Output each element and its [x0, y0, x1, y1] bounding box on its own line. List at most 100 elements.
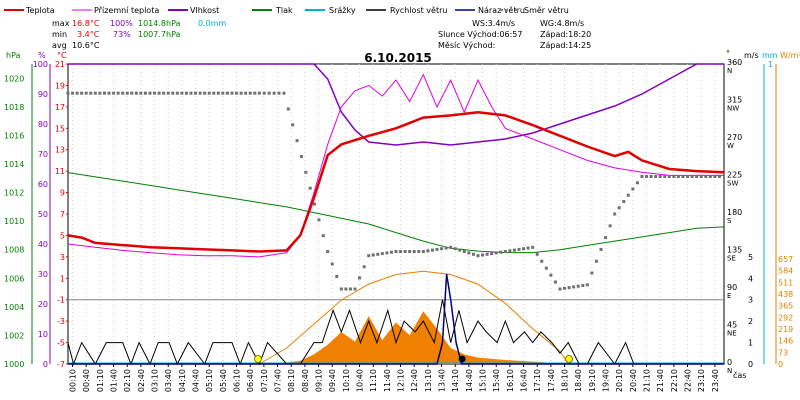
- time-tick-label: 16:10: [506, 369, 515, 392]
- dir-tick-label: N: [727, 367, 732, 375]
- legend-label-vlhkost: Vlhkost: [190, 6, 219, 15]
- time-tick-label: 02:40: [137, 369, 146, 392]
- dir-tick-label: 360: [727, 58, 742, 67]
- wind-direction-marker: [490, 252, 494, 256]
- time-tick-label: 23:10: [697, 369, 706, 392]
- wind-direction-marker: [549, 273, 553, 277]
- series-vlhkost: [68, 63, 724, 146]
- wind-direction-marker: [453, 247, 457, 251]
- pct-tick-label: 30: [38, 270, 48, 279]
- time-tick-label: 15:40: [492, 369, 501, 392]
- legend-label-prizemni-teplota: Přízemní teplota: [94, 6, 159, 15]
- ms-tick-label: 1: [748, 339, 753, 348]
- wind-direction-marker: [367, 254, 371, 258]
- time-tick-label: 21:10: [643, 369, 652, 392]
- stat-min-label: min: [52, 30, 67, 39]
- ms-tick-label: 5: [748, 253, 753, 262]
- wind-direction-marker: [299, 155, 303, 158]
- stat-avg-label: avg: [52, 41, 67, 50]
- legend-label-tlak: Tlak: [275, 6, 293, 15]
- time-tick-label: 15:10: [479, 369, 488, 392]
- temp-tick-label: 11: [55, 167, 65, 176]
- wind-direction-marker: [558, 287, 562, 291]
- temp-tick-label: 15: [55, 124, 65, 133]
- time-tick-label: 04:10: [178, 369, 187, 392]
- wind-direction-marker: [358, 276, 362, 280]
- info-block: WS:3.4m/s WG:4.8m/s Slunce Východ:06:57 …: [438, 19, 591, 50]
- time-tick-label: 19:40: [602, 369, 611, 392]
- dir-tick-label: SE: [727, 255, 736, 263]
- wind-direction-marker: [663, 175, 667, 178]
- time-tick-label: 18:10: [561, 369, 570, 392]
- temp-tick-label: 9: [60, 189, 65, 198]
- hpa-tick-label: 1012: [4, 189, 24, 198]
- time-tick-label: 20:40: [629, 369, 638, 392]
- wind-direction-marker: [344, 287, 348, 291]
- temp-tick-label: -3: [57, 317, 65, 326]
- wind-direction-marker: [330, 262, 334, 266]
- pct-tick-label: 100: [33, 60, 48, 69]
- solar-tick-label: 365: [778, 302, 793, 311]
- grid-layer: [68, 64, 724, 364]
- solar-tick-label: 657: [778, 255, 793, 264]
- wind-direction-marker: [699, 175, 703, 178]
- solar-tick-label: 511: [778, 278, 793, 287]
- wind-direction-marker: [494, 251, 498, 255]
- stat-max-hum: 100%: [110, 19, 133, 28]
- time-tick-label: 11:10: [369, 369, 378, 392]
- wind-direction-marker: [471, 252, 475, 256]
- axis-unit-deg: °: [726, 49, 730, 58]
- info-ws: WS:3.4m/s: [472, 19, 515, 28]
- solar-tick-label: 219: [778, 325, 793, 334]
- stat-min-hum: 73%: [113, 30, 131, 39]
- wind-direction-marker: [467, 251, 471, 255]
- wind-direction-marker: [672, 175, 676, 178]
- wind-direction-marker: [535, 252, 539, 256]
- wind-direction-marker: [412, 250, 416, 253]
- wind-direction-marker: [481, 253, 485, 257]
- wind-direction-marker: [426, 249, 430, 253]
- temp-tick-label: 3: [60, 253, 65, 262]
- legend-label-smer-vetru: Směr větru: [524, 6, 569, 15]
- series-layer: [67, 63, 725, 366]
- dir-tick-label: NE: [727, 330, 737, 338]
- wind-direction-marker: [449, 245, 453, 249]
- dir-tick-label: 135: [727, 246, 742, 255]
- hpa-tick-label: 1014: [4, 160, 24, 169]
- temp-tick-label: 7: [60, 210, 65, 219]
- time-tick-label: 04:40: [192, 369, 201, 392]
- wind-direction-marker: [180, 91, 184, 95]
- pct-tick-label: 90: [38, 90, 48, 99]
- series-tlak: [67, 172, 725, 254]
- wind-direction-marker: [130, 91, 134, 95]
- time-tick-label: 18:40: [574, 369, 583, 392]
- time-tick-label: 08:10: [287, 369, 296, 392]
- wind-direction-marker: [581, 284, 585, 288]
- wind-direction-marker: [690, 175, 694, 178]
- wind-direction-marker: [166, 91, 170, 95]
- wind-direction-marker: [212, 91, 216, 95]
- wind-direction-marker: [80, 91, 84, 95]
- wind-direction-marker: [253, 91, 257, 95]
- wind-direction-marker: [408, 250, 412, 253]
- time-tick-label: 12:40: [410, 369, 419, 392]
- pct-tick-label: 0: [43, 360, 48, 369]
- mm-tick-label: 1: [768, 60, 773, 69]
- wind-direction-marker: [590, 271, 594, 275]
- stat-max-temp: 16.8°C: [72, 19, 100, 28]
- axis-unit-degc: °C: [57, 51, 67, 60]
- ms-tick-label: 0: [748, 360, 753, 369]
- wind-direction-marker: [171, 91, 175, 95]
- wind-direction-marker: [98, 91, 102, 95]
- time-tick-label: 11:40: [383, 369, 392, 392]
- wind-direction-marker: [157, 91, 161, 95]
- dir-tick-label: N: [727, 67, 732, 75]
- wind-direction-marker: [635, 181, 639, 185]
- ms-tick-label: 2: [748, 317, 753, 326]
- wind-direction-marker: [230, 91, 234, 95]
- time-tick-label: 19:10: [588, 369, 597, 392]
- wind-direction-marker: [295, 139, 299, 143]
- dir-tick-label: 90: [727, 283, 737, 292]
- moonset-marker: [458, 355, 466, 363]
- sunset-marker: [565, 355, 574, 363]
